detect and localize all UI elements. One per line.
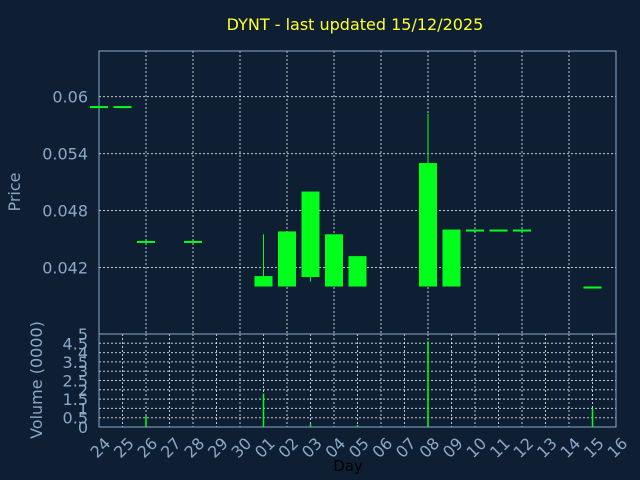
chart-title: DYNT - last updated 15/12/2025 [227,15,484,34]
x-tick-label: 16 [603,434,631,462]
price-y-tick-label: 0.042 [42,259,88,278]
volume-y-ticks: 00.511.522.533.544.55 [63,325,88,437]
volume-y-tick-label: 0 [78,418,88,437]
volume-bar-series [145,341,594,427]
volume-y-tick-label: 1.5 [63,390,88,409]
volume-y-tick-label: 0.5 [63,409,88,428]
price-y-tick-label: 0.054 [42,145,88,164]
candle-body [137,240,155,243]
price-y-tick-label: 0.048 [42,202,88,221]
volume-grid [99,333,616,428]
price-y-tick-label: 0.06 [52,88,88,107]
candle-body [489,229,508,232]
candle-body [348,256,367,287]
price-plot-frame [98,50,617,335]
candle-body [583,286,602,289]
volume-y-label: Volume (0000) [27,321,46,439]
candle-body [278,231,296,287]
volume-y-tick-label: 4.5 [63,334,88,353]
volume-y-tick-label: 3 [78,362,88,381]
volume-y-tick-label: 5 [78,325,88,344]
candle-body [301,191,320,278]
price-grid [99,51,616,334]
candle-body [113,106,132,109]
volume-y-tick-label: 2.5 [63,372,88,391]
price-y-ticks: 0.06 0.054 0.048 0.042 [42,88,88,278]
candle-body [90,106,108,109]
candle-body [325,234,343,287]
price-y-label: Price [5,172,24,211]
candle-body [466,229,484,232]
volume-y-tick-label: 4 [78,344,88,363]
x-axis-label: Day [333,457,363,475]
candlestick-series [90,106,602,289]
candle-body [513,229,531,232]
volume-y-tick-label: 2 [78,381,88,400]
volume-y-tick-label: 1 [78,399,88,418]
candle-body [254,276,273,287]
candle-body [419,163,437,287]
candle-body [442,229,461,287]
candle-body [184,240,202,243]
volume-y-tick-label: 3.5 [63,353,88,372]
